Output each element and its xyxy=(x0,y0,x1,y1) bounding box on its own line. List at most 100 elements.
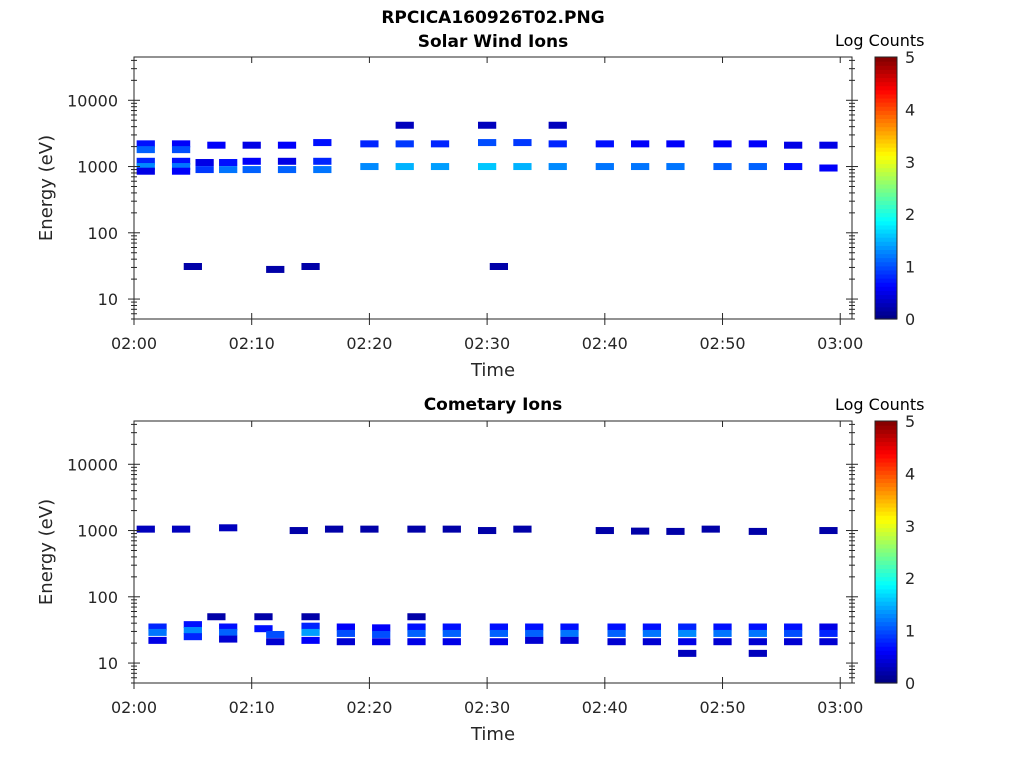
solar-wind-colorbar-segment xyxy=(875,216,897,222)
cometary-colorbar-segment xyxy=(875,502,897,508)
solar-wind-heatmap-cell xyxy=(748,140,767,148)
solar-wind-colorbar-segment xyxy=(875,85,897,91)
solar-wind-heatmap-cell xyxy=(313,139,332,147)
solar-wind-heatmap-cell xyxy=(713,140,732,148)
cometary-colorbar-segment xyxy=(875,670,897,676)
cometary-heatmap-cell xyxy=(442,629,461,637)
solar-wind-heatmap-cell xyxy=(784,163,803,171)
cometary-heatmap-cell xyxy=(407,623,426,631)
solar-wind-colorbar-segment xyxy=(875,102,897,107)
cometary-colorbar-segment xyxy=(875,441,897,447)
cometary-y-tick-label: 10 xyxy=(98,654,118,673)
cometary-colorbar-segment xyxy=(875,654,897,660)
cometary-heatmap-cell xyxy=(489,638,509,646)
solar-wind-heatmap-cell xyxy=(784,141,803,149)
cometary-colorbar-segment xyxy=(875,678,897,684)
solar-wind-heatmap-cell xyxy=(819,141,838,149)
solar-wind-x-tick-label: 02:50 xyxy=(699,334,745,353)
cometary-heatmap-cell xyxy=(171,525,191,533)
solar-wind-colorbar-segment xyxy=(875,273,897,279)
solar-wind-colorbar-segment xyxy=(875,314,897,320)
cometary-colorbar-segment xyxy=(875,474,897,479)
cometary-colorbar-label: Log Counts xyxy=(835,395,925,414)
cometary-colorbar-segment xyxy=(875,642,897,647)
solar-wind-colorbar-segment xyxy=(875,228,897,234)
solar-wind-colorbar-tick-label: 1 xyxy=(905,258,915,277)
cometary-colorbar-segment xyxy=(875,605,897,610)
solar-wind-heatmap-cell xyxy=(136,157,155,165)
solar-wind-heatmap-cell xyxy=(277,166,297,174)
cometary-colorbar-segment xyxy=(875,527,897,533)
solar-wind-heatmap-cell xyxy=(136,146,155,154)
cometary-colorbar-segment xyxy=(875,421,897,426)
solar-wind-colorbar-tick-label: 2 xyxy=(905,205,915,224)
solar-wind-colorbar-segment xyxy=(875,77,897,83)
cometary-colorbar-segment xyxy=(875,564,897,569)
solar-wind-colorbar-segment xyxy=(875,196,897,201)
cometary-colorbar-segment xyxy=(875,498,897,504)
cometary-x-tick-label: 03:00 xyxy=(817,698,863,717)
cometary-heatmap-cell xyxy=(713,623,732,631)
solar-wind-colorbar-segment xyxy=(875,290,897,296)
cometary-x-tick-label: 02:50 xyxy=(699,698,745,717)
solar-wind-colorbar-segment xyxy=(875,89,897,95)
solar-wind-heatmap-cell xyxy=(136,140,155,148)
solar-wind-colorbar-segment xyxy=(875,183,897,189)
solar-wind-colorbar-segment xyxy=(875,167,897,173)
solar-wind-colorbar-segment xyxy=(875,134,897,140)
cometary-colorbar-segment xyxy=(875,531,897,537)
solar-wind-colorbar-segment xyxy=(875,61,897,66)
cometary-colorbar-segment xyxy=(875,429,897,434)
solar-wind-colorbar-segment xyxy=(875,204,897,210)
cometary-heatmap-cell xyxy=(266,630,285,638)
figure-title: RPCICA160926T02.PNG xyxy=(381,8,605,28)
cometary-heatmap-cell xyxy=(701,525,720,533)
cometary-heatmap-cell xyxy=(784,629,803,637)
solar-wind-heatmap-cell xyxy=(313,166,332,174)
solar-wind-heatmap-cell xyxy=(301,262,320,270)
solar-wind-colorbar-segment xyxy=(875,147,897,152)
solar-wind-heatmap-cell xyxy=(666,163,685,171)
solar-wind-heatmap-cell xyxy=(360,163,379,171)
cometary-heatmap-cell xyxy=(372,630,391,638)
solar-wind-colorbar-tick-label: 5 xyxy=(905,48,915,67)
cometary-heatmap-cell xyxy=(748,649,767,657)
cometary-heatmap-cell xyxy=(301,628,320,636)
solar-wind-heatmap-cell xyxy=(477,121,497,129)
cometary-colorbar-segment xyxy=(875,588,897,594)
cometary-colorbar-segment xyxy=(875,453,897,459)
cometary-colorbar-segment xyxy=(875,617,897,623)
cometary-heatmap-cell xyxy=(324,525,344,533)
cometary-heatmap-cell xyxy=(666,527,685,535)
cometary-colorbar-tick-label: 0 xyxy=(905,674,915,693)
solar-wind-colorbar-segment xyxy=(875,200,897,205)
solar-wind-colorbar-segment xyxy=(875,171,897,177)
solar-wind-colorbar-segment xyxy=(875,138,897,144)
solar-wind-colorbar-segment xyxy=(875,110,897,115)
solar-wind-heatmap-cell xyxy=(666,140,685,148)
cometary-heatmap-cell xyxy=(560,623,579,631)
cometary-heatmap-cell xyxy=(784,638,803,646)
cometary-heatmap-cell xyxy=(336,623,355,631)
cometary-colorbar-tick-label: 1 xyxy=(905,622,915,641)
cometary-x-tick-label: 02:20 xyxy=(346,698,392,717)
solar-wind-heatmap-cell xyxy=(489,262,509,270)
solar-wind-colorbar-segment xyxy=(875,106,897,111)
cometary-heatmap-cell xyxy=(748,623,767,631)
solar-wind-colorbar-tick-label: 0 xyxy=(905,310,915,329)
solar-wind-colorbar-segment xyxy=(875,257,897,263)
solar-wind-colorbar-segment xyxy=(875,126,897,132)
cometary-heatmap-cell xyxy=(748,527,767,535)
cometary-heatmap-cell xyxy=(219,524,238,532)
solar-wind-colorbar-segment xyxy=(875,302,897,308)
cometary-heatmap-cell xyxy=(219,628,238,636)
solar-wind-colorbar-segment xyxy=(875,73,897,79)
solar-wind-y-tick-label: 100 xyxy=(87,224,118,243)
cometary-colorbar-segment xyxy=(875,662,897,668)
solar-wind-colorbar-segment xyxy=(875,237,897,242)
cometary-heatmap-cell xyxy=(678,629,697,637)
cometary-colorbar-segment xyxy=(875,576,897,582)
solar-wind-heatmap-cell xyxy=(548,121,567,129)
cometary-colorbar-tick-label: 3 xyxy=(905,517,915,536)
